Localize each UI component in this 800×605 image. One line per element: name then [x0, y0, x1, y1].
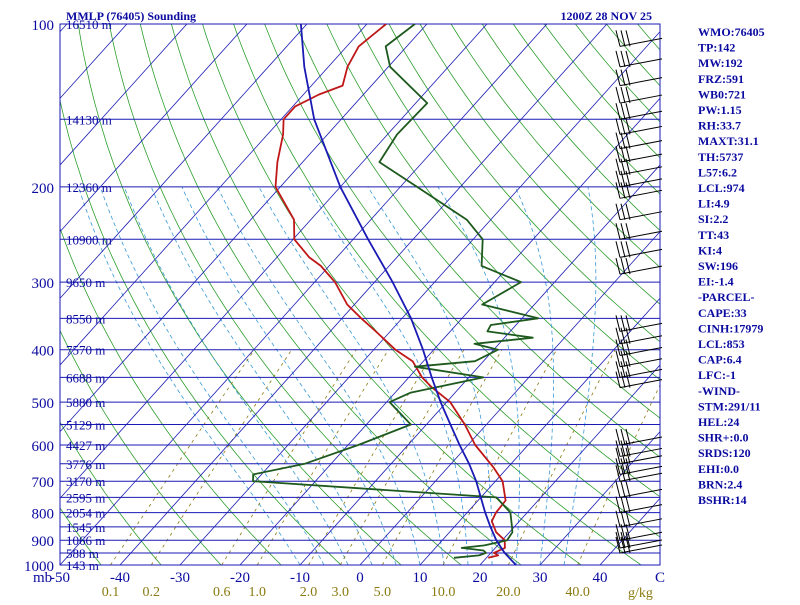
height-label: 7570 m	[66, 343, 105, 358]
mixing-ratio-label: 0.1	[102, 585, 120, 600]
pressure-label: 100	[32, 18, 55, 34]
index-value: -WIND-	[698, 384, 740, 398]
mixing-ratio-label: 0.6	[213, 585, 231, 600]
index-value: KI:4	[698, 243, 722, 257]
index-value: EI:-1.4	[698, 275, 734, 289]
temperature-label: 0	[356, 570, 364, 586]
temperature-label: -40	[110, 570, 130, 586]
index-value: BRN:2.4	[698, 477, 742, 491]
height-label: 10900 m	[66, 232, 112, 247]
height-label: 8550 m	[66, 311, 105, 326]
index-value: BSHR:14	[698, 493, 747, 507]
mixing-ratio-label: 5.0	[374, 585, 392, 600]
index-value: TH:5737	[698, 150, 743, 164]
temperature-label: -50	[50, 570, 70, 586]
index-value: WMO:76405	[698, 25, 765, 39]
mixing-ratio-label: 20.0	[496, 585, 521, 600]
pressure-label: 500	[32, 396, 55, 412]
index-value: CINH:17979	[698, 321, 763, 335]
index-value: MAXT:31.1	[698, 134, 759, 148]
height-label: 3776 m	[66, 457, 105, 472]
index-value: STM:291/11	[698, 399, 761, 413]
observation-time: 1200Z 28 NOV 25	[561, 9, 652, 23]
station-title: MMLP (76405) Sounding	[66, 9, 196, 23]
index-value: TT:43	[698, 228, 729, 242]
index-value: RH:33.7	[698, 119, 741, 133]
index-value: EHI:0.0	[698, 462, 739, 476]
height-label: 2595 m	[66, 490, 105, 505]
height-label: 5129 m	[66, 418, 105, 433]
height-label: 4427 m	[66, 438, 105, 453]
index-value: LI:4.9	[698, 197, 730, 211]
index-value: SW:196	[698, 259, 738, 273]
index-value: -PARCEL-	[698, 290, 754, 304]
mixing-ratio-label: 1.0	[248, 585, 266, 600]
temperature-label: 30	[533, 570, 548, 586]
index-value: MW:192	[698, 56, 743, 70]
height-label: 6688 m	[66, 370, 105, 385]
pressure-label: 300	[32, 276, 55, 292]
index-value: LCL:853	[698, 337, 745, 351]
mixing-ratio-label: 40.0	[565, 585, 590, 600]
mixing-ratio-label: 2.0	[300, 585, 318, 600]
index-value: SI:2.2	[698, 212, 728, 226]
pressure-label: 400	[32, 344, 55, 360]
index-value: LCL:974	[698, 181, 745, 195]
mixing-ratio-label: 0.2	[143, 585, 161, 600]
index-value: LFC:-1	[698, 368, 736, 382]
pressure-label: 600	[32, 439, 55, 455]
temperature-label: 40	[593, 570, 608, 586]
mixing-ratio-label: 10.0	[431, 585, 456, 600]
index-value: HEL:24	[698, 415, 739, 429]
height-label: 5880 m	[66, 395, 105, 410]
index-value: SHR+:0.0	[698, 431, 749, 445]
index-value: CAP:6.4	[698, 353, 742, 367]
index-value: FRZ:591	[698, 72, 744, 86]
pressure-label: 700	[32, 475, 55, 491]
temperature-label: -30	[170, 570, 190, 586]
temperature-label: -20	[230, 570, 250, 586]
pressure-label: 800	[32, 507, 55, 523]
temperature-label: 10	[413, 570, 428, 586]
pressure-label: 200	[32, 181, 55, 197]
index-value: WB0:721	[698, 87, 746, 101]
mixing-ratio-label: 3.0	[332, 585, 350, 600]
height-label: 12360 m	[66, 180, 112, 195]
temperature-label: 20	[473, 570, 488, 586]
index-value: TP:142	[698, 41, 735, 55]
height-label: 3170 m	[66, 474, 105, 489]
index-value: CAPE:33	[698, 306, 747, 320]
height-label: 9650 m	[66, 275, 105, 290]
height-label: 2054 m	[66, 506, 105, 521]
index-value: PW:1.15	[698, 103, 742, 117]
temperature-label: C	[655, 570, 665, 586]
height-label: 14130 m	[66, 112, 112, 127]
index-value: SRDS:120	[698, 446, 751, 460]
index-value: L57:6.2	[698, 165, 737, 179]
temperature-label: -10	[290, 570, 310, 586]
pressure-label: 900	[32, 534, 55, 550]
mixing-ratio-unit-label: g/kg	[628, 586, 653, 600]
height-label: 143 m	[66, 558, 99, 573]
